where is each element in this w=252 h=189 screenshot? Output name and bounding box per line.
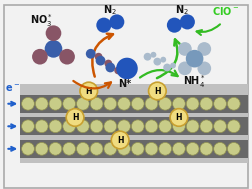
Circle shape — [109, 14, 124, 29]
Circle shape — [197, 42, 211, 56]
Circle shape — [22, 97, 34, 110]
Text: N*: N* — [118, 79, 132, 89]
Circle shape — [32, 49, 48, 65]
Circle shape — [116, 58, 138, 79]
Circle shape — [63, 143, 76, 155]
Circle shape — [63, 97, 76, 110]
Circle shape — [77, 97, 89, 110]
Circle shape — [186, 50, 203, 67]
Text: H: H — [176, 113, 182, 122]
Circle shape — [159, 143, 172, 155]
Circle shape — [49, 143, 62, 155]
Circle shape — [90, 97, 103, 110]
Circle shape — [150, 52, 156, 58]
Circle shape — [86, 49, 96, 59]
Text: NH$_4^*$: NH$_4^*$ — [183, 73, 206, 90]
Circle shape — [145, 97, 158, 110]
Circle shape — [45, 40, 62, 58]
Text: H: H — [117, 136, 123, 145]
Circle shape — [105, 63, 115, 72]
Bar — [20, 84, 247, 163]
Circle shape — [90, 143, 103, 155]
Circle shape — [111, 131, 129, 149]
Circle shape — [118, 143, 130, 155]
Circle shape — [159, 120, 172, 133]
Circle shape — [63, 120, 76, 133]
Circle shape — [77, 120, 89, 133]
Circle shape — [178, 61, 192, 75]
Circle shape — [35, 97, 48, 110]
Circle shape — [77, 143, 89, 155]
Circle shape — [170, 109, 188, 126]
Circle shape — [49, 120, 62, 133]
Circle shape — [148, 82, 166, 100]
Circle shape — [104, 60, 112, 67]
Circle shape — [35, 120, 48, 133]
Circle shape — [59, 49, 75, 65]
Circle shape — [186, 97, 199, 110]
Circle shape — [214, 120, 227, 133]
Circle shape — [118, 120, 130, 133]
Circle shape — [104, 97, 117, 110]
Circle shape — [145, 120, 158, 133]
Circle shape — [186, 143, 199, 155]
Circle shape — [227, 97, 240, 110]
Circle shape — [170, 63, 176, 68]
Circle shape — [131, 120, 144, 133]
Circle shape — [200, 97, 213, 110]
Circle shape — [160, 57, 166, 63]
Circle shape — [22, 120, 34, 133]
Text: ClO$^-$: ClO$^-$ — [212, 5, 240, 16]
Bar — [20, 140, 247, 158]
Bar — [20, 95, 247, 113]
Circle shape — [200, 120, 213, 133]
Circle shape — [186, 120, 199, 133]
Circle shape — [167, 18, 182, 33]
Bar — [20, 118, 247, 135]
Circle shape — [214, 143, 227, 155]
Circle shape — [173, 120, 185, 133]
Circle shape — [114, 67, 122, 74]
Circle shape — [173, 143, 185, 155]
Circle shape — [96, 18, 111, 33]
Circle shape — [173, 97, 185, 110]
Circle shape — [118, 97, 130, 110]
Circle shape — [90, 120, 103, 133]
Text: N$_2$: N$_2$ — [103, 3, 117, 16]
Circle shape — [96, 56, 105, 66]
Circle shape — [227, 120, 240, 133]
Circle shape — [66, 109, 84, 126]
Circle shape — [163, 64, 171, 71]
Circle shape — [49, 97, 62, 110]
Circle shape — [180, 14, 195, 29]
Circle shape — [80, 82, 98, 100]
Circle shape — [214, 97, 227, 110]
Circle shape — [200, 143, 213, 155]
Circle shape — [144, 53, 151, 61]
Circle shape — [197, 61, 211, 75]
Circle shape — [159, 97, 172, 110]
FancyBboxPatch shape — [4, 5, 248, 188]
Circle shape — [131, 97, 144, 110]
Circle shape — [104, 143, 117, 155]
Circle shape — [104, 120, 117, 133]
Circle shape — [131, 143, 144, 155]
Circle shape — [227, 143, 240, 155]
Circle shape — [95, 53, 103, 61]
Circle shape — [153, 58, 161, 66]
Circle shape — [145, 143, 158, 155]
Text: H: H — [154, 87, 161, 95]
Text: e$^-$: e$^-$ — [6, 83, 20, 94]
Circle shape — [46, 25, 61, 41]
Circle shape — [22, 143, 34, 155]
Text: H: H — [72, 113, 78, 122]
Circle shape — [178, 42, 192, 56]
Text: N$_2$: N$_2$ — [175, 3, 189, 16]
Text: NO$_3^*$: NO$_3^*$ — [30, 12, 53, 29]
Circle shape — [35, 143, 48, 155]
Text: H: H — [85, 87, 92, 95]
